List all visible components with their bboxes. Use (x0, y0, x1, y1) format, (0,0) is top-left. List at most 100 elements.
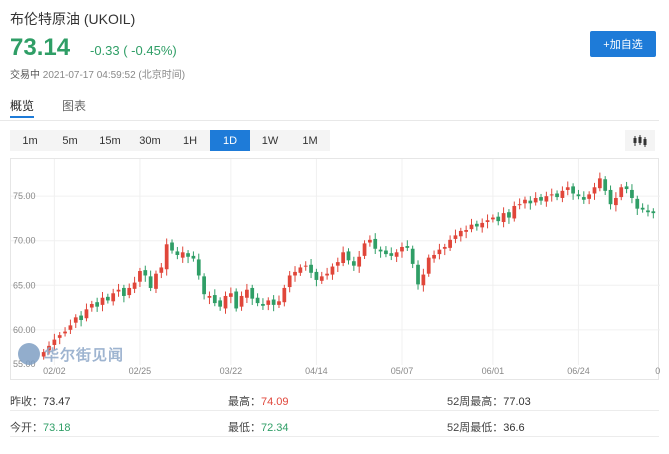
x-tick-label: 03/22 (220, 366, 243, 376)
period-1m[interactable]: 1m (10, 130, 50, 151)
candle-body (464, 230, 469, 232)
candle-body (384, 250, 388, 255)
y-tick-label: 65.00 (13, 280, 36, 290)
tab-chart[interactable]: 图表 (62, 99, 87, 113)
period-30m[interactable]: 30m (130, 130, 170, 151)
candle-body (298, 267, 303, 273)
candle-body (442, 246, 447, 249)
x-tick-label: 07/1 (655, 366, 660, 376)
candle-body (437, 249, 442, 255)
candle-body (539, 197, 543, 201)
candle-body (319, 276, 324, 281)
candle-body (523, 199, 527, 204)
candle-body (47, 345, 51, 351)
candle-body (485, 220, 490, 223)
candle-body (416, 264, 420, 285)
candle-body (207, 295, 212, 298)
period-1h[interactable]: 1H (170, 130, 210, 151)
candle-body (148, 276, 153, 288)
y-tick-label: 75.00 (13, 191, 36, 201)
period-1d[interactable]: 1D (210, 130, 250, 151)
candle-body (592, 187, 597, 194)
candle-body (79, 315, 83, 321)
candle-body (496, 216, 501, 222)
candle-body (202, 276, 206, 295)
candle-body (266, 300, 271, 305)
trading-status: 交易中 2021-07-17 04:59:52 (北京时间) (10, 66, 185, 81)
candle-body (196, 259, 201, 276)
candle-body (469, 224, 474, 230)
candle-body (378, 249, 383, 252)
candle-body (501, 213, 506, 223)
candle-body (180, 252, 185, 258)
candle-body (282, 287, 287, 303)
quote-stats: 昨收：73.47 最高：74.09 52周最高：77.03 今开：73.18 最… (10, 388, 659, 448)
stat-prev-close: 昨收：73.47 (10, 396, 71, 408)
candle-body (100, 297, 105, 305)
candle-body (73, 317, 78, 323)
view-tabs: 概览 图表 (10, 97, 660, 118)
price-chart[interactable]: 75.0070.0065.0060.0055.0002/0202/2503/22… (10, 158, 660, 380)
candle-body (608, 189, 613, 205)
watermark-text: 华尔街见闻 (44, 345, 125, 364)
candle-body (491, 217, 495, 220)
last-price: 73.14 (10, 34, 71, 61)
candle-body (597, 178, 602, 189)
y-tick-label: 70.00 (13, 236, 36, 246)
candle-body (576, 194, 581, 197)
candle-body (400, 246, 404, 252)
candle-body (357, 256, 362, 267)
candle-body (405, 246, 410, 248)
candle-body (389, 253, 394, 256)
stats-divider (10, 410, 659, 411)
candle-body (335, 262, 340, 266)
candle-body (52, 339, 57, 345)
candle-body (624, 186, 629, 190)
candle-body (159, 267, 164, 273)
candle-body (512, 205, 517, 219)
candle-body (448, 239, 452, 248)
candlestick-plot: 75.0070.0065.0060.0055.0002/0202/2503/22… (11, 159, 660, 376)
candle-body (587, 194, 592, 199)
candle-body (549, 194, 554, 196)
candle-body (533, 197, 538, 203)
candle-body (68, 325, 73, 330)
candle-body (571, 186, 575, 194)
candle-body (544, 196, 549, 202)
candle-body (432, 254, 436, 259)
period-15m[interactable]: 15m (90, 130, 130, 151)
status-label: 交易中 (10, 70, 40, 81)
candle-body (122, 287, 126, 296)
stats-divider-bottom (10, 436, 659, 437)
tab-overview[interactable]: 概览 (10, 99, 35, 113)
candle-body (341, 252, 346, 263)
candle-body (635, 198, 640, 209)
candlestick-chart-icon[interactable] (625, 130, 655, 151)
period-1w[interactable]: 1W (250, 130, 290, 151)
candle-body (426, 257, 431, 274)
candle-body (261, 303, 265, 306)
y-tick-label: 60.00 (13, 325, 36, 335)
candle-body (346, 251, 351, 261)
candle-body (362, 243, 367, 256)
candle-body (410, 248, 415, 264)
candle-body (41, 352, 46, 357)
candle-body (84, 309, 89, 319)
period-5m[interactable]: 5m (50, 130, 90, 151)
candle-body (89, 303, 94, 308)
add-to-watchlist-button[interactable]: +加自选 (590, 31, 656, 57)
candle-body (143, 270, 148, 276)
candle-body (271, 299, 276, 305)
tabs-divider (0, 120, 659, 121)
candle-body (517, 204, 522, 206)
x-tick-label: 05/07 (391, 366, 414, 376)
candle-body (245, 289, 249, 298)
candle-body (351, 261, 356, 266)
candle-body (191, 255, 196, 259)
watermark-logo (18, 343, 40, 365)
candle-body (186, 253, 190, 257)
candle-body (330, 266, 335, 275)
period-1mo[interactable]: 1M (290, 130, 330, 151)
candle-body (234, 291, 239, 309)
price-change: -0.33 ( -0.45%) (90, 43, 177, 58)
